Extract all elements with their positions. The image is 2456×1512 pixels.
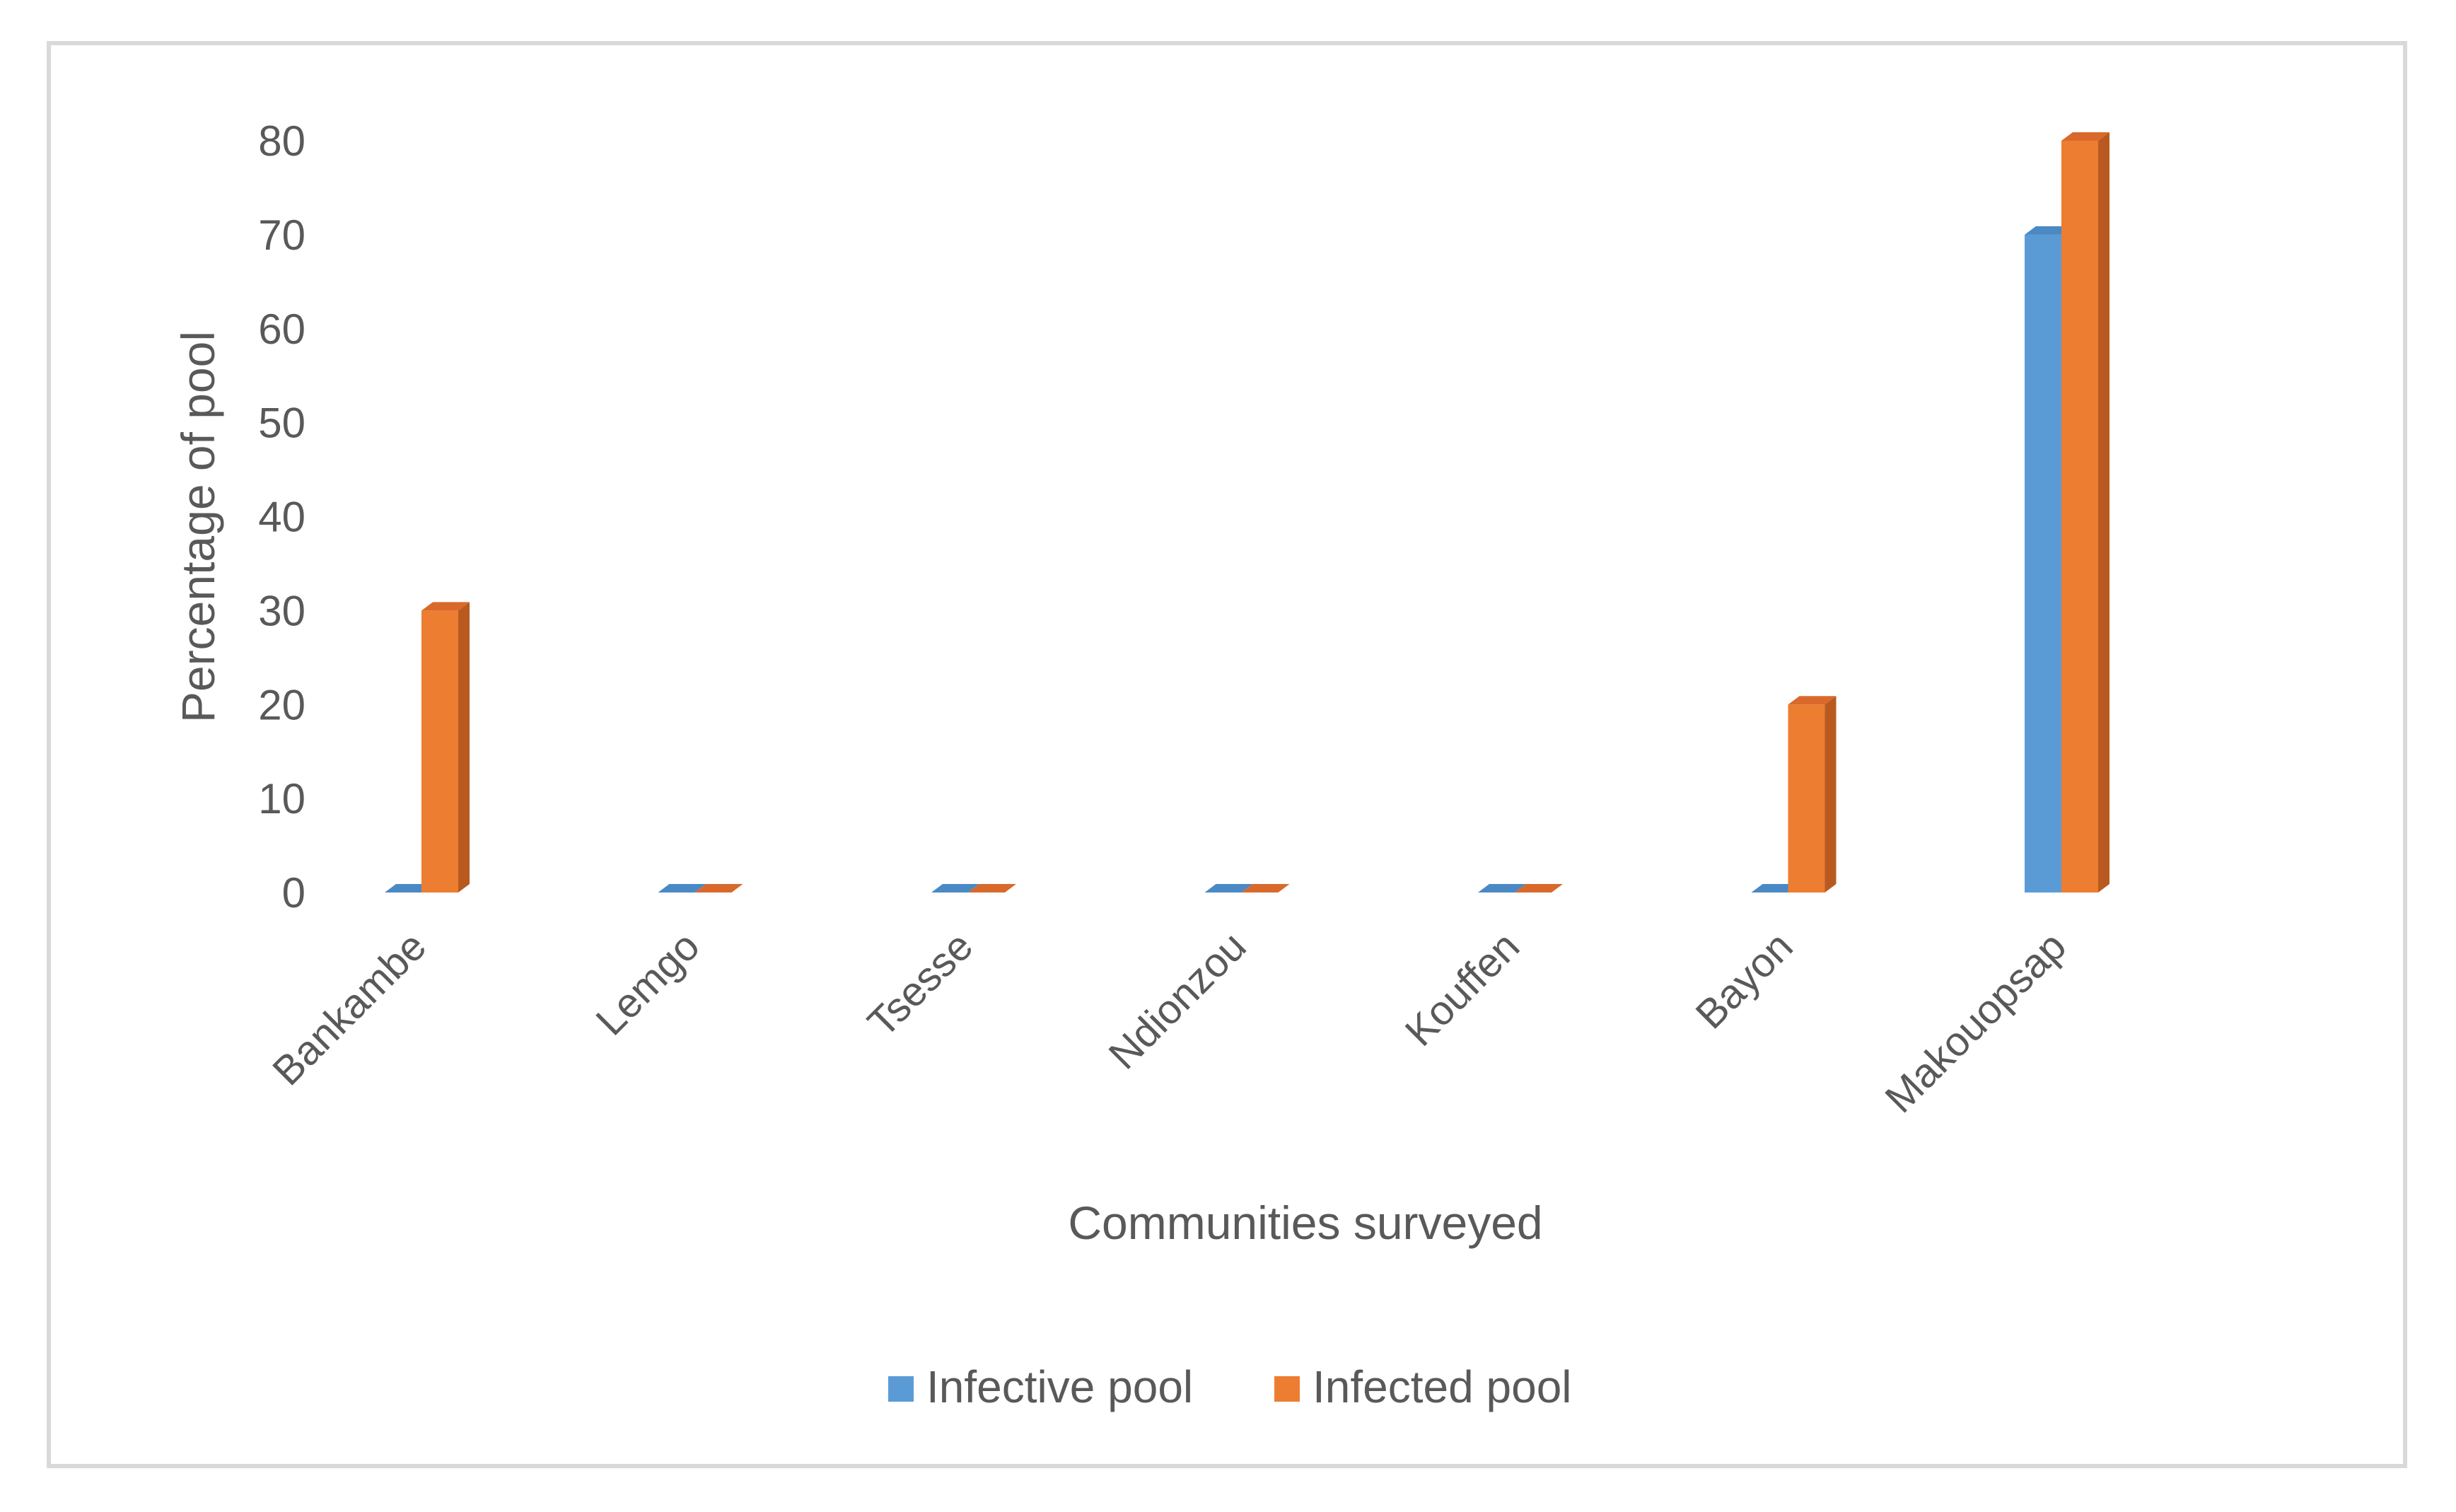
bar-top (1751, 884, 1800, 892)
y-tick-label: 80 (258, 117, 305, 165)
y-tick-label: 10 (258, 775, 305, 822)
bar-front (2061, 141, 2098, 892)
bar-infective-lemgo (658, 884, 706, 892)
x-tick-label: Ndionzou (1100, 923, 1255, 1078)
bar-top (658, 884, 706, 892)
bar-top (968, 884, 1016, 892)
legend-label: Infected pool (1313, 1361, 1572, 1412)
bar-top (2025, 226, 2073, 235)
bar-top (1515, 884, 1563, 892)
y-tick-label: 0 (282, 869, 305, 917)
bar-top (1478, 884, 1526, 892)
x-tick-label: Kouffen (1397, 923, 1529, 1055)
bar-side (1824, 696, 1837, 892)
bar-infective-bankambe (385, 884, 433, 892)
bar-top (421, 602, 470, 611)
bar-infected-makouopsap (2061, 132, 2109, 892)
bar-infected-lemgo (694, 884, 743, 892)
bars (385, 132, 2109, 892)
bar-side (2098, 132, 2109, 892)
y-tick-label: 70 (258, 211, 305, 259)
bar-infective-tsesse (931, 884, 979, 892)
bar-side (458, 602, 470, 892)
bar-top (1204, 884, 1253, 892)
bar-top (385, 884, 433, 892)
bar-infected-bayon (1788, 696, 1837, 892)
bar-front (421, 610, 458, 892)
bar-front (1788, 704, 1825, 892)
bar-infected-ndionzou (1241, 884, 1290, 892)
legend-item-infective: Infective pool (888, 1361, 1193, 1412)
bar-infected-bankambe (421, 602, 470, 892)
y-tick-label: 20 (258, 681, 305, 728)
bar-top (1788, 696, 1837, 705)
x-axis-label: Communities surveyed (1068, 1197, 1542, 1249)
bar-top (694, 884, 743, 892)
bar-top (931, 884, 979, 892)
x-tick-label: Lemgo (587, 923, 708, 1044)
legend-label: Infective pool (926, 1361, 1193, 1412)
y-tick-label: 40 (258, 494, 305, 541)
y-tick-label: 60 (258, 306, 305, 353)
bar-infective-ndionzou (1204, 884, 1253, 892)
x-tick-label: Bayon (1687, 923, 1801, 1037)
legend: Infective pool Infected pool (888, 1361, 1572, 1412)
legend-swatch (888, 1376, 914, 1402)
y-axis-ticks: 0 10 20 30 40 50 60 70 80 (258, 117, 305, 917)
y-axis-label: Percentage of pool (172, 331, 224, 723)
x-tick-label: Makouopsap (1876, 923, 2075, 1122)
x-tick-label: Bankambe (264, 923, 435, 1094)
bar-top (2061, 132, 2109, 141)
bar-front (2025, 234, 2061, 892)
bar-infected-tsesse (968, 884, 1016, 892)
x-axis-categories: Bankambe Lemgo Tsesse Ndionzou Kouffen Bayon M… (264, 923, 2075, 1122)
bar-infective-bayon (1751, 884, 1800, 892)
bar-top (1241, 884, 1290, 892)
bar-infective-kouffen (1478, 884, 1526, 892)
bar-infected-kouffen (1515, 884, 1563, 892)
x-tick-label: Tsesse (859, 923, 982, 1046)
y-tick-label: 50 (258, 400, 305, 447)
y-tick-label: 30 (258, 587, 305, 634)
legend-swatch (1274, 1376, 1300, 1402)
legend-item-infected: Infected pool (1274, 1361, 1572, 1412)
